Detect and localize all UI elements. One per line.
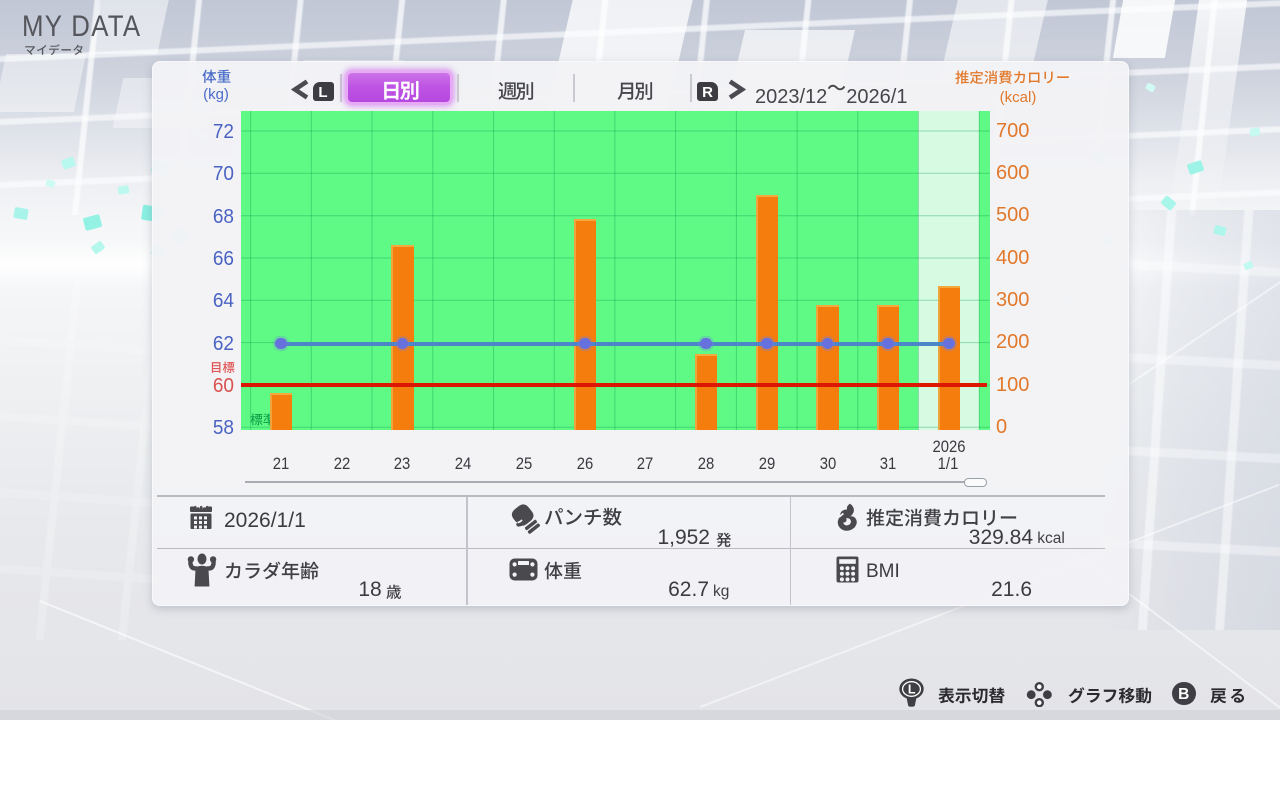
svg-text:L: L bbox=[908, 683, 916, 697]
